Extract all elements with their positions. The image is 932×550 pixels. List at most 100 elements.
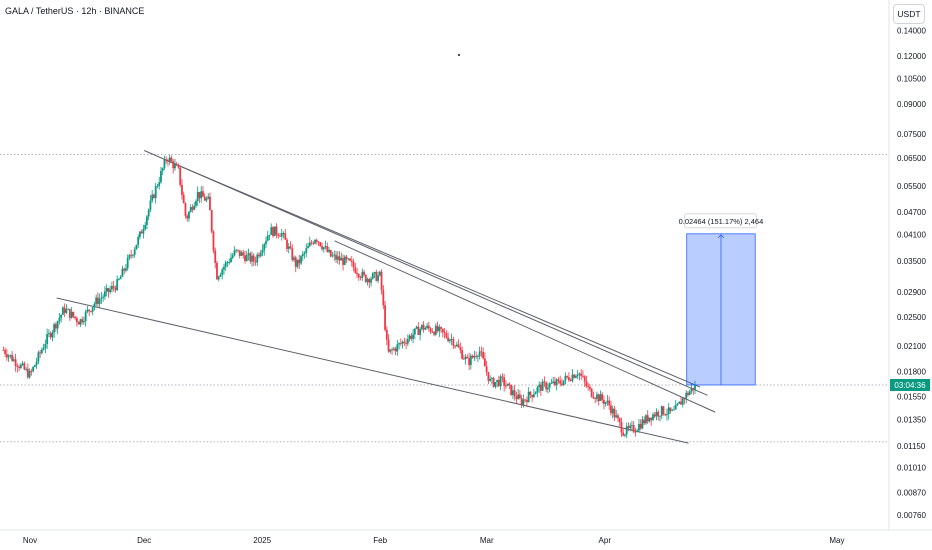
candle-body <box>433 332 435 335</box>
candle-body <box>601 394 604 400</box>
candle-body <box>587 386 590 387</box>
candle-body <box>56 321 59 329</box>
candle-body <box>524 399 527 401</box>
candle-body <box>683 398 686 400</box>
candle-body <box>681 398 684 405</box>
candle-body <box>268 234 271 236</box>
candle-body <box>503 377 506 386</box>
measure-tool[interactable]: 0.02464 (151.17%) 2,464 <box>679 213 764 386</box>
candle-body <box>561 383 563 385</box>
price-tick-label: 0.01800 <box>897 368 926 377</box>
candle-body <box>251 255 253 262</box>
candle-body <box>68 308 71 318</box>
candle-body <box>193 205 196 210</box>
candle-body <box>478 351 481 357</box>
candle-body <box>19 364 22 368</box>
candle-body <box>231 255 234 258</box>
candle-body <box>186 215 189 219</box>
candle-body <box>233 250 236 256</box>
candle-body <box>74 316 77 319</box>
candle-body <box>326 246 329 252</box>
candle-body <box>317 241 320 243</box>
candle-body <box>121 268 124 277</box>
candle-body <box>324 246 327 248</box>
trendline[interactable] <box>56 297 689 444</box>
candle-body <box>53 324 56 333</box>
candle-body <box>413 328 416 335</box>
candle-body <box>314 239 316 244</box>
candle-body <box>147 209 150 217</box>
candle-body <box>420 324 423 330</box>
candle-body <box>249 253 252 262</box>
candle-body <box>627 426 630 429</box>
price-tick-label: 0.01010 <box>897 464 926 473</box>
candle-body <box>328 250 330 252</box>
price-tick-label: 0.02500 <box>897 313 926 322</box>
candle-body <box>613 408 616 418</box>
candle-body <box>81 319 84 323</box>
candle-body <box>504 385 507 387</box>
candle-body <box>228 262 231 263</box>
candle-body <box>352 261 355 268</box>
trendline[interactable] <box>334 240 716 413</box>
chart-title: GALA / TetherUS · 12h · BINANCE <box>5 6 145 16</box>
time-tick-label: Nov <box>23 536 37 545</box>
candle-body <box>284 233 287 240</box>
candle-body <box>454 345 457 347</box>
candle-body <box>277 234 280 236</box>
candle-body <box>443 332 446 334</box>
candle-body <box>242 252 245 256</box>
candle-body <box>286 239 288 249</box>
candle-body <box>245 255 248 262</box>
candle-body <box>545 382 548 390</box>
time-axis[interactable]: NovDec2025FebMarAprMayJun <box>23 536 932 545</box>
candle-body <box>307 246 309 249</box>
candle-body <box>47 333 50 334</box>
candle-body <box>296 259 299 267</box>
candle-body <box>11 354 14 361</box>
candle-body <box>114 287 117 291</box>
candle-body <box>475 355 478 357</box>
currency-button[interactable]: USDT <box>893 4 925 24</box>
candle-body <box>207 196 210 199</box>
candle-body <box>366 279 369 283</box>
candle-body <box>631 424 633 426</box>
candle-body <box>182 194 185 204</box>
candle-body <box>210 210 213 232</box>
time-tick-label: Apr <box>599 536 612 545</box>
price-axis[interactable]: 0.14000 0.12000 0.10500 0.09000 0.07500 0.065… <box>897 26 926 519</box>
candle-body <box>294 257 297 267</box>
candle-body <box>576 374 579 376</box>
candle-body <box>35 361 38 366</box>
candle-body <box>266 235 269 241</box>
candle-body <box>534 392 537 395</box>
candle-body <box>617 415 619 419</box>
trendlines[interactable] <box>56 150 716 444</box>
candle-body <box>291 248 294 260</box>
candle-body <box>263 244 266 251</box>
candle-body <box>340 258 343 261</box>
candle-body <box>342 258 344 265</box>
time-tick-label: May <box>829 536 844 545</box>
candle-body <box>93 303 96 308</box>
time-tick-label: Dec <box>137 536 151 545</box>
trendline[interactable] <box>166 160 701 388</box>
candle-body <box>331 255 334 257</box>
candle-body <box>650 417 653 420</box>
candle-body <box>529 391 532 395</box>
candle-body <box>391 349 393 351</box>
price-tick-label: 0.04100 <box>897 231 926 240</box>
candle-body <box>620 422 623 433</box>
candle-body <box>126 257 129 269</box>
candle-body <box>198 191 201 199</box>
candle-body <box>79 319 82 325</box>
last-price-badge <box>890 378 930 391</box>
candle-body <box>95 297 98 304</box>
candle-body <box>687 392 689 396</box>
candle-body <box>624 434 626 436</box>
candle-body <box>203 196 206 201</box>
candle-body <box>12 359 15 361</box>
candle-body <box>261 250 264 253</box>
time-tick-label: Feb <box>373 536 387 545</box>
